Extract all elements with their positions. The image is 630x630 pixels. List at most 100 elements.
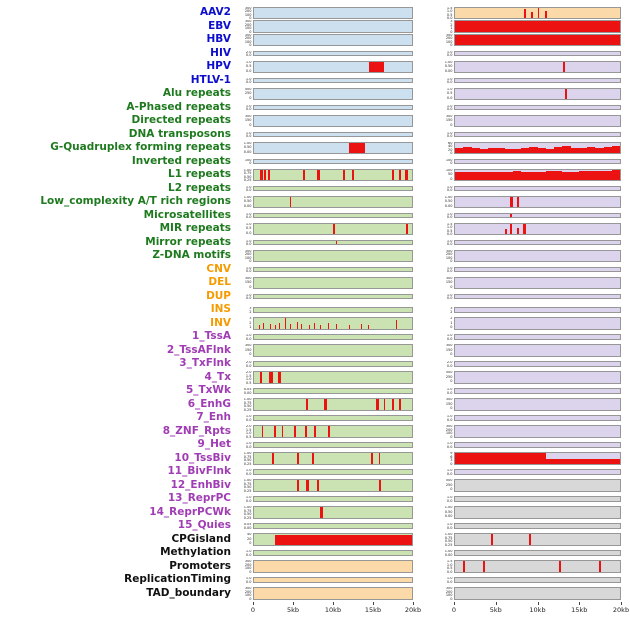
right-panel-group: 1.0 0.0 [437, 330, 621, 344]
signal-mark [317, 169, 321, 180]
left-y-axis-ticks: 1.000.750.500.250.00 [236, 398, 253, 411]
left-track-panel [253, 479, 413, 492]
track-row: DUP 1.0 0.0 1.0 0.0 [0, 290, 630, 304]
x-tick-label: 20kb [404, 606, 422, 614]
y-tick-label: 300 [445, 114, 453, 118]
signal-mark [398, 169, 401, 180]
y-tick-label: 1.0 [245, 442, 252, 445]
left-panel-group: 1.000.750.500.250.00 [236, 168, 413, 182]
left-panel-group: 1.0 0.0 [236, 330, 413, 344]
left-track-panel [253, 442, 413, 448]
left-panel-group: 1.0 0.0 [236, 74, 413, 88]
y-tick-label: 150 [445, 118, 453, 122]
y-tick-label: 0.5 [446, 91, 453, 95]
right-panel-group: 1.0 0.0 [437, 492, 621, 506]
y-tick-label: 200 [244, 589, 252, 594]
right-track-panel [454, 533, 621, 546]
y-tick-label: 2.0 [245, 371, 252, 374]
left-track-panel [253, 185, 413, 191]
y-tick-label: 20 [247, 536, 252, 541]
y-tick-label: 1.0 [245, 185, 252, 189]
signal-mark [563, 61, 566, 72]
track-row: 14_ReprPCWk1.000.750.500.250.001.000.500… [0, 506, 630, 520]
left-y-axis-ticks: 1.0 0.0 [236, 267, 253, 273]
right-y-axis-ticks: 100 50 0 [437, 169, 454, 182]
signal-mark [578, 171, 587, 180]
signal-mark [383, 399, 386, 410]
track-label: 4_Tx [204, 370, 232, 383]
track-row: HPV 1.0 0.5 0.0 1.00 0.50 0.00 [0, 60, 630, 74]
y-tick-label: 0 [450, 325, 453, 329]
y-tick-label: 100 [244, 26, 252, 30]
signal-mark [309, 325, 311, 329]
signal-mark [306, 480, 309, 491]
right-y-axis-ticks: 2.0 0.0 [437, 361, 454, 367]
left-panel-group: 321 [236, 303, 413, 317]
left-panel-group: 1.0 0.5 0.0 [236, 222, 413, 236]
left-panel-group: 0.05 0.00 [236, 384, 413, 398]
signal-mark [523, 223, 526, 234]
signal-mark [367, 324, 369, 329]
left-y-axis-ticks: 1.0 0.0 [236, 105, 253, 111]
right-track-panel [454, 317, 621, 330]
y-tick-label: 1.0 [446, 523, 453, 526]
y-tick-label: 0.0 [245, 336, 252, 340]
right-y-axis-ticks: 500 250 0 [437, 371, 454, 384]
y-tick-label: 1.0 [245, 222, 252, 226]
y-tick-label: 3 [450, 458, 453, 462]
y-tick-label: 0 [450, 434, 453, 438]
signal-mark [392, 169, 394, 180]
right-track-panel [454, 388, 621, 394]
right-panel-group: 1.0 0.0 [437, 182, 621, 196]
right-y-axis-ticks: 300 150 0 [437, 398, 454, 411]
signal-mark [314, 322, 315, 329]
y-tick-label: 1.0 [446, 266, 453, 270]
y-tick-label: 0.75 [444, 535, 453, 540]
y-tick-label: 1.5 [245, 427, 252, 432]
y-tick-label: 2 [450, 309, 453, 313]
left-track-panel [253, 77, 413, 83]
y-tick-label: 0.5 [245, 64, 252, 68]
track-label: MIR repeats [159, 222, 231, 234]
right-y-axis-ticks: 1.00 0.50 0.00 [437, 61, 454, 74]
track-row: TAD_boundary 300 200 100 0 300 200 100 0 [0, 587, 630, 601]
y-tick-label: 0.0 [446, 363, 453, 367]
y-tick-label: 0 [249, 122, 252, 127]
signal-mark [370, 453, 374, 464]
signal-mark [611, 169, 620, 180]
right-y-axis-ticks: 1.0 0.0 [437, 78, 454, 84]
left-track-panel [253, 469, 413, 475]
y-tick-label: 1.0 [446, 104, 453, 108]
right-track-panel [454, 452, 621, 465]
track-label: Methylation [160, 546, 231, 558]
track-label: Promoters [169, 559, 231, 572]
right-panel-group: 300 200 100 0 [437, 249, 621, 263]
left-y-axis-ticks: 1.00 0.50 0.00 [236, 196, 253, 209]
track-label: INS [210, 303, 231, 315]
right-track-panel [454, 6, 621, 19]
left-panel-group: 1.0 0.0 [236, 492, 413, 506]
right-y-axis-ticks: 300 200 100 0 [437, 587, 454, 600]
signal-mark [284, 318, 286, 329]
y-tick-label: 300 [244, 560, 252, 563]
track-row: 13_ReprPC 1.0 0.0 1.0 0.0 [0, 492, 630, 506]
left-panel-group: 1.0 0.0 [236, 236, 413, 250]
left-panel-group: 1.0 0.0 [236, 101, 413, 115]
track-row: INV 3 2 1 2 1 0 [0, 317, 630, 331]
right-track-panel [454, 307, 621, 313]
y-tick-label: 200 [244, 22, 252, 27]
right-track-panel [454, 104, 621, 110]
signal-mark [529, 146, 538, 153]
tracks-list: AAV2 300 200 100 0 1.5 1.0 0.5 0.0 EBV 300 200 100 0 3… [0, 6, 630, 600]
left-track-panel [253, 6, 413, 19]
y-tick-label: 0.00 [444, 514, 453, 518]
right-track-panel [454, 50, 621, 56]
y-tick-label: 0.0 [446, 417, 453, 421]
y-tick-label: 1.0 [245, 550, 252, 553]
left-y-axis-ticks: 300 200 100 0 [236, 34, 253, 47]
x-tick-mark [413, 602, 414, 605]
